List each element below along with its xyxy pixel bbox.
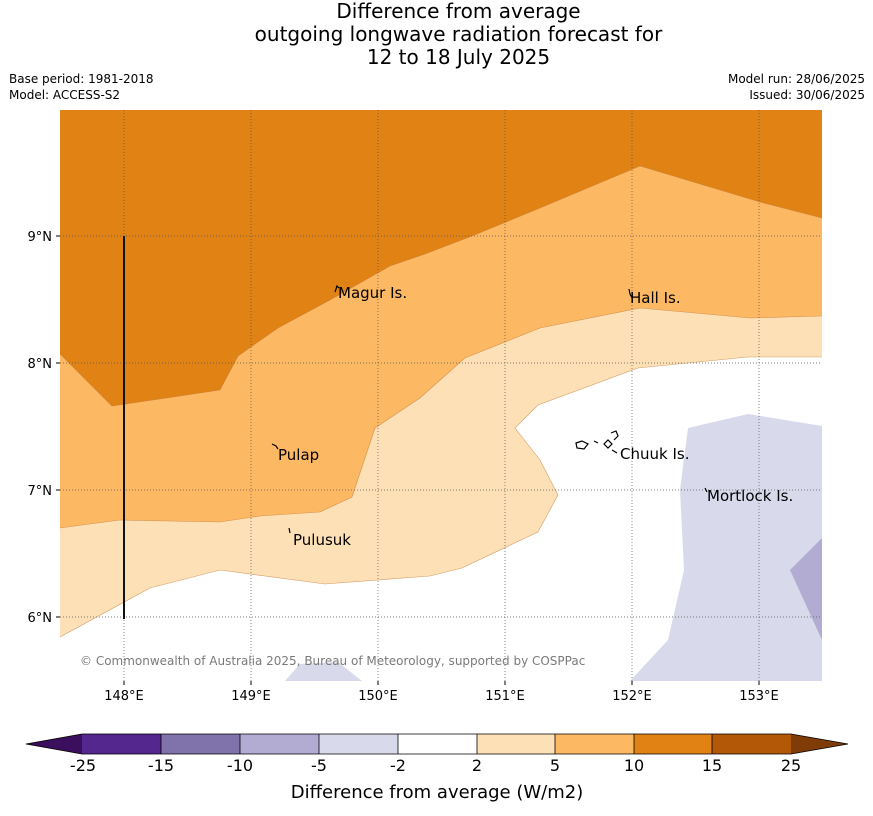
place-label-mortlock: Mortlock Is.: [707, 487, 793, 505]
place-label-magur: Magur Is.: [338, 284, 407, 302]
colorbar-bin-8: [634, 734, 712, 754]
place-label-chuuk: Chuuk Is.: [620, 445, 689, 463]
place-label-pulap: Pulap: [278, 446, 319, 464]
lon-tick-148: 148°E: [104, 689, 144, 704]
metadata-right: Model run: 28/06/2025 Issued: 30/06/2025: [728, 71, 865, 103]
chuuk-islands-shape: [575, 430, 619, 454]
magur-island-shape: [334, 284, 340, 293]
colorbar-tick: 2: [472, 756, 482, 775]
colorbar-bin-2: [161, 734, 240, 754]
zone-minus10-minus5: [790, 538, 822, 640]
lon-tick-151: 151°E: [485, 689, 525, 704]
colorbar-extend-high: [791, 734, 848, 754]
title-line-1: Difference from average: [336, 0, 581, 23]
lon-tick-150: 150°E: [358, 689, 398, 704]
pulusuk-island-shape: [288, 527, 291, 534]
lat-tick-7n: 7°N: [28, 484, 53, 499]
place-label-hall: Hall Is.: [630, 289, 681, 307]
axis-ticks: [56, 235, 760, 685]
lon-tick-152: 152°E: [612, 689, 652, 704]
hall-island-shape: [628, 288, 633, 299]
colorbar-tick: -2: [390, 756, 406, 775]
colorbar-tick: 25: [781, 756, 801, 775]
colorbar-tick: 15: [702, 756, 722, 775]
colorbar-tick: -10: [227, 756, 253, 775]
title-line-2: outgoing longwave radiation forecast for: [254, 22, 663, 46]
colorbar-tick: -25: [70, 756, 96, 775]
contour-lines: [60, 165, 822, 638]
colorbar-outline: [25, 733, 849, 755]
zone-minus5-minus2-east: [630, 414, 822, 681]
lon-tick-153: 153°E: [739, 689, 779, 704]
colorbar: -25 -15 -10 -5 -2 2 5 10 15 25 Differenc…: [25, 733, 849, 803]
base-period: Base period: 1981-2018: [9, 72, 154, 86]
colorbar-tick-labels: -25 -15 -10 -5 -2 2 5 10 15 25: [70, 756, 801, 775]
colorbar-tick: -15: [148, 756, 174, 775]
colorbar-bin-9: [712, 734, 791, 754]
zone-10-15: [60, 110, 822, 406]
issued-date: Issued: 30/06/2025: [749, 88, 865, 102]
colorbar-dividers: [160, 734, 713, 754]
colorbar-bin-4: [319, 734, 398, 754]
lon-axis-labels: 148°E 149°E 150°E 151°E 152°E 153°E: [104, 689, 779, 704]
mortlock-island-shape: [704, 487, 708, 493]
colorbar-bin-3: [240, 734, 319, 754]
map-contours: Magur Is. Hall Is. Pulap Chuuk Is. Mortl…: [60, 110, 822, 681]
map-title: Difference from average outgoing longwav…: [0, 0, 873, 69]
lat-tick-9n: 9°N: [28, 230, 53, 245]
pulap-island-shape: [271, 443, 279, 450]
colorbar-bin-1: [82, 734, 161, 754]
model-name: Model: ACCESS-S2: [9, 88, 121, 102]
colorbar-tick: 5: [550, 756, 560, 775]
colorbar-bin-7: [555, 734, 634, 754]
lat-tick-6n: 6°N: [28, 611, 53, 626]
copyright-notice: © Commonwealth of Australia 2025, Bureau…: [80, 654, 585, 668]
zone-minus5-minus2-south: [285, 662, 362, 681]
title-line-3: 12 to 18 July 2025: [366, 45, 551, 69]
colorbar-title: Difference from average (W/m2): [291, 782, 583, 803]
islands: [271, 284, 708, 534]
colorbar-bin-6: [477, 734, 555, 754]
lon-tick-149: 149°E: [231, 689, 271, 704]
model-run: Model run: 28/06/2025: [727, 72, 865, 86]
lat-axis-labels: 9°N 8°N 7°N 6°N: [28, 230, 53, 626]
lat-tick-8n: 8°N: [28, 357, 53, 372]
place-label-pulusuk: Pulusuk: [293, 531, 351, 549]
colorbar-tick: 10: [624, 756, 644, 775]
colorbar-bin-5: [398, 734, 477, 754]
colorbar-extend-low: [26, 734, 82, 754]
metadata-left: Base period: 1981-2018 Model: ACCESS-S2: [9, 71, 154, 103]
colorbar-tick: -5: [311, 756, 327, 775]
